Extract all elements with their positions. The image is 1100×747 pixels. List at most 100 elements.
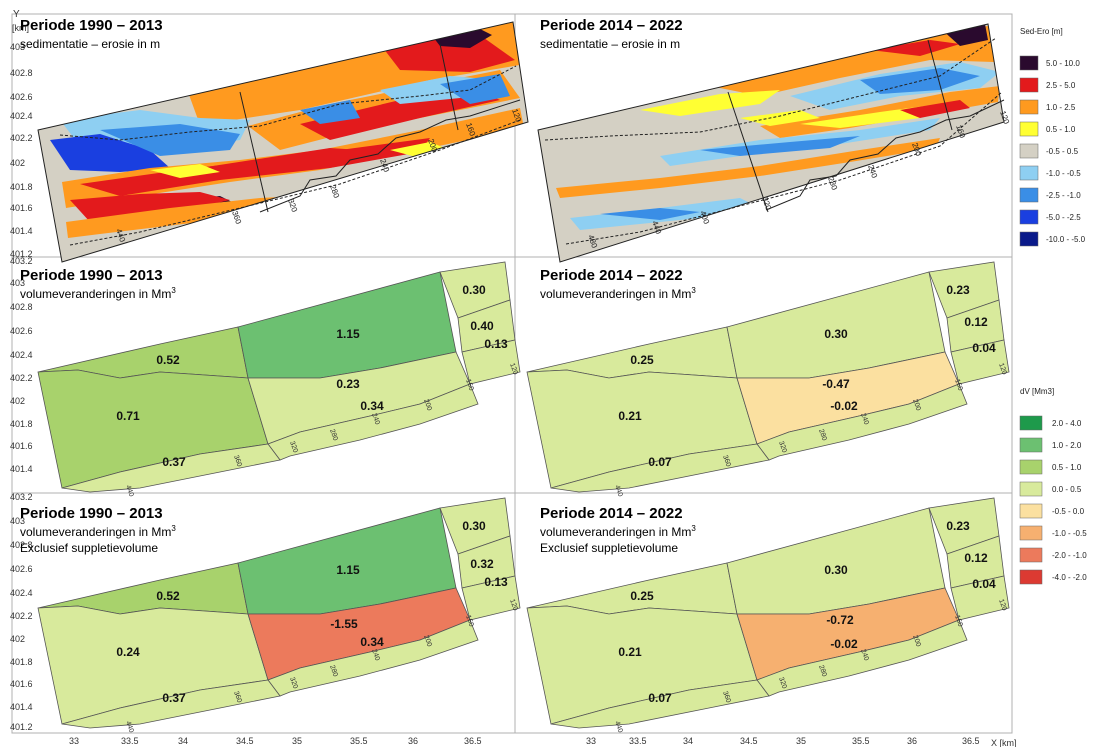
volume-value: 0.25 <box>630 353 654 367</box>
y-tick-label: 402.2 <box>10 611 33 621</box>
volume-cell <box>950 575 1010 621</box>
heatmap-band <box>50 134 170 172</box>
y-tick-label: 402.6 <box>10 564 33 574</box>
legend-label: -0.5 - 0.0 <box>1052 507 1085 516</box>
transect-label: 440 <box>613 720 624 733</box>
legend-swatch <box>1019 121 1039 137</box>
panel-title: Periode 1990 – 2013 <box>20 267 163 284</box>
volume-value: -0.02 <box>830 637 858 651</box>
volume-cell <box>756 619 968 697</box>
volume-value: 0.37 <box>162 455 186 469</box>
legend-swatch <box>1019 437 1043 453</box>
volume-value: 0.32 <box>470 557 494 571</box>
heatmap-band <box>900 100 970 118</box>
transect-line <box>259 99 521 213</box>
y-tick-label: 402.8 <box>10 68 33 78</box>
transect-label: 200 <box>422 634 433 647</box>
legend-label: -10.0 - -5.0 <box>1046 235 1086 244</box>
x-tick-label: 33 <box>69 736 79 746</box>
panel-subtitle: volumeveranderingen in Mm3 <box>540 524 696 539</box>
transect-label: 280 <box>817 664 828 677</box>
legend-label: 0.0 - 0.5 <box>1052 485 1082 494</box>
y-tick-label: 401.4 <box>10 464 33 474</box>
legend-swatch <box>1019 231 1039 247</box>
legend-label: -0.5 - 0.5 <box>1046 147 1079 156</box>
legend-label: 1.0 - 2.5 <box>1046 103 1076 112</box>
legend-swatch <box>1019 547 1043 563</box>
legend-swatch <box>1019 77 1039 93</box>
heatmap-band <box>150 164 220 178</box>
transect-label: 360 <box>721 454 732 467</box>
volume-value: 0.23 <box>946 519 970 533</box>
y-tick-label: 402.6 <box>10 92 33 102</box>
volume-map-2 <box>37 497 521 729</box>
y-tick-label: 402.8 <box>10 302 33 312</box>
heatmap-band <box>300 86 500 140</box>
x-tick-label: 36 <box>408 736 418 746</box>
y-tick-label: 401.4 <box>10 702 33 712</box>
volume-value: 0.34 <box>360 399 384 413</box>
panel-subtitle: volumeveranderingen in Mm3 <box>20 524 176 539</box>
heatmap-band <box>556 138 940 198</box>
legend-swatch <box>1019 55 1039 71</box>
legend-swatch <box>1019 165 1039 181</box>
legend-label: 1.0 - 2.0 <box>1052 441 1082 450</box>
heatmap-band <box>740 110 820 126</box>
legend-label: -2.5 - -1.0 <box>1046 191 1081 200</box>
volume-value: 0.21 <box>618 645 642 659</box>
transect-line <box>239 91 269 213</box>
transect-label: 240 <box>370 412 381 425</box>
y-tick-label: 401.2 <box>10 249 33 259</box>
x-tick-label: 35.5 <box>350 736 368 746</box>
x-tick-label: 36.5 <box>464 736 482 746</box>
heatmap-band <box>70 192 230 222</box>
volume-cell <box>267 383 479 461</box>
legend-swatch <box>1019 481 1043 497</box>
volume-value: 0.37 <box>162 691 186 705</box>
volume-value: 0.34 <box>360 635 384 649</box>
legend-label: -4.0 - -2.0 <box>1052 573 1087 582</box>
transect-label: 200 <box>911 398 922 411</box>
transect-label: 240 <box>859 648 870 661</box>
transect-label: 320 <box>288 440 299 453</box>
volume-value: -1.55 <box>330 617 358 631</box>
transect-label: 240 <box>859 412 870 425</box>
transect-line <box>927 39 953 131</box>
heatmap-band <box>700 136 860 156</box>
y-tick-label: 402.2 <box>10 133 33 143</box>
volume-value: 0.24 <box>116 645 140 659</box>
volume-value: 0.52 <box>156 589 180 603</box>
y-tick-label: 403 <box>10 516 25 526</box>
panel-subtitle: sedimentatie – erosie in m <box>20 37 160 51</box>
heatmap-band <box>100 124 240 156</box>
volume-value: 0.25 <box>630 589 654 603</box>
transect-label: 320 <box>777 440 788 453</box>
y-tick-label: 402.4 <box>10 350 33 360</box>
transect-label: 480 <box>586 234 599 250</box>
y-tick-label: 401.6 <box>10 679 33 689</box>
legend-swatch <box>1019 143 1039 159</box>
x-tick-label: 34.5 <box>236 736 254 746</box>
transect-label: 120 <box>997 598 1008 611</box>
panel-title: Periode 2014 – 2022 <box>540 17 683 34</box>
legend-swatch <box>1019 459 1043 475</box>
volume-value: 1.15 <box>336 563 360 577</box>
y-tick-label: 403 <box>10 278 25 288</box>
y-tick-label: 401.6 <box>10 203 33 213</box>
y-tick-label: 402.4 <box>10 588 33 598</box>
transect-label: 280 <box>328 664 339 677</box>
legend-label: -5.0 - -2.5 <box>1046 213 1081 222</box>
heatmap-band <box>300 100 360 124</box>
transect-label: 240 <box>378 158 391 174</box>
y-tick-label: 401.8 <box>10 182 33 192</box>
transect-label: 160 <box>464 122 477 138</box>
transect-label: 280 <box>826 176 839 192</box>
x-tick-label: 34 <box>683 736 693 746</box>
transect-label: 120 <box>508 362 519 375</box>
x-tick-label: 35.5 <box>852 736 870 746</box>
transect-label: 120 <box>510 108 523 124</box>
y-tick-label: 402 <box>10 158 25 168</box>
legend-swatch <box>1019 187 1039 203</box>
transect-label: 440 <box>114 228 127 244</box>
panel-frame-5 <box>514 492 1013 734</box>
